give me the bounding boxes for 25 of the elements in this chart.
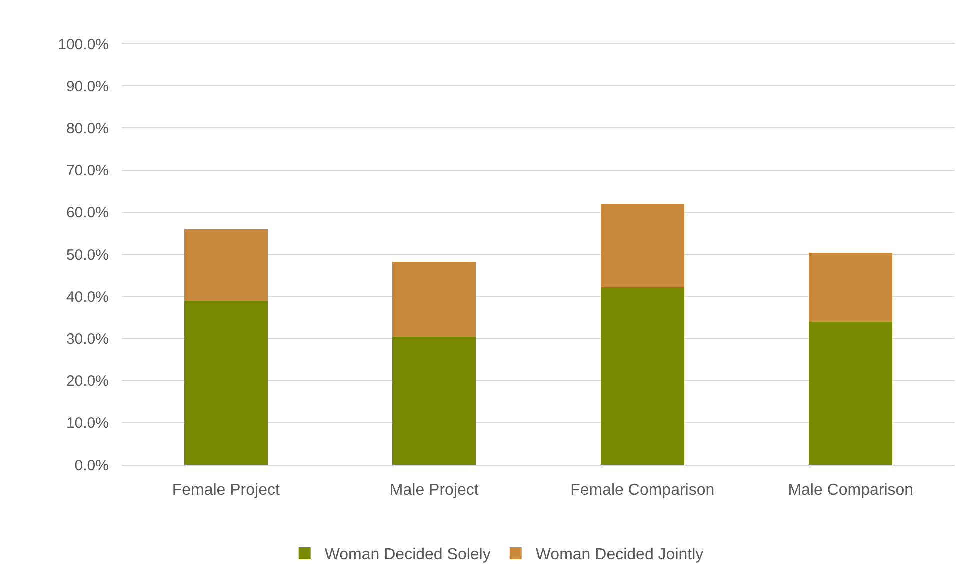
y-tick-label: 50.0% bbox=[66, 246, 109, 264]
x-tick-label: Male Comparison bbox=[788, 482, 914, 500]
x-tick-label: Male Project bbox=[390, 482, 480, 500]
y-tick-label: 0.0% bbox=[74, 457, 109, 474]
y-tick-label: 80.0% bbox=[66, 120, 109, 138]
y-tick-label: 60.0% bbox=[66, 204, 109, 222]
y-tick-label: 30.0% bbox=[66, 330, 109, 348]
legend-label: Woman Decided Jointly bbox=[536, 546, 704, 564]
y-tick-label: 40.0% bbox=[66, 288, 109, 306]
y-tick-label: 100.0% bbox=[58, 36, 109, 54]
bar bbox=[600, 287, 684, 465]
bar bbox=[809, 253, 893, 322]
bar bbox=[184, 301, 268, 465]
bar bbox=[809, 322, 893, 465]
y-tick-label: 10.0% bbox=[66, 415, 109, 432]
x-tick-label: Female Comparison bbox=[570, 482, 715, 500]
y-tick-label: 20.0% bbox=[66, 373, 109, 390]
bar bbox=[392, 262, 476, 338]
y-tick-label: 90.0% bbox=[66, 78, 109, 96]
legend-label: Woman Decided Solely bbox=[324, 546, 491, 564]
bar bbox=[600, 204, 684, 288]
y-tick-label: 70.0% bbox=[66, 162, 109, 180]
bar bbox=[184, 230, 268, 302]
x-tick-label: Female Project bbox=[172, 482, 280, 500]
bar bbox=[392, 337, 476, 465]
